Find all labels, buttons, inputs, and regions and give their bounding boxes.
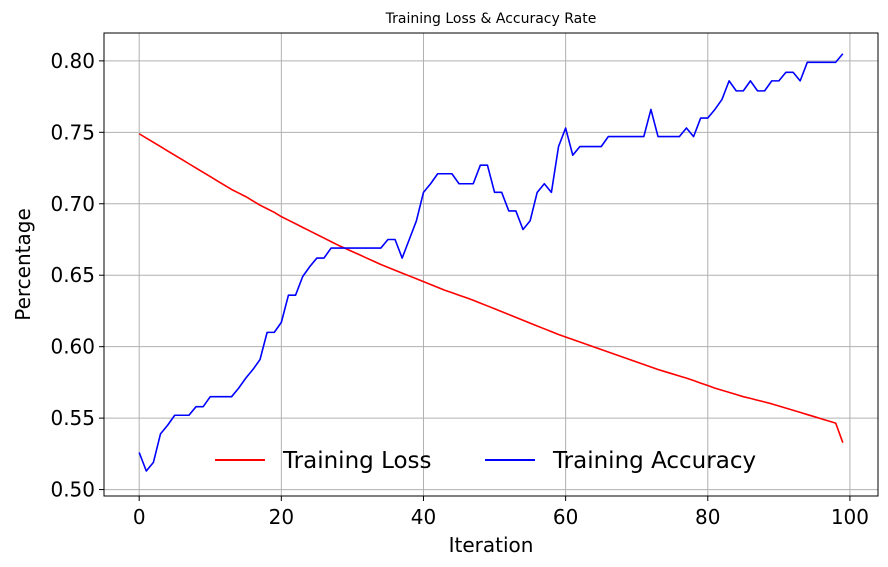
y-tick-label: 0.80 — [50, 49, 95, 73]
series-line-training-accuracy — [138, 53, 844, 472]
x-tick-label: 0 — [133, 505, 146, 529]
x-tick-label: 20 — [269, 505, 294, 529]
y-tick-label: 0.55 — [50, 406, 95, 430]
legend-label: Training Loss — [282, 448, 432, 474]
series-line-training-loss — [138, 133, 844, 443]
legend: Training Loss Training Accuracy — [215, 448, 756, 474]
y-axis: 0.50 0.55 0.60 0.65 0.70 0.75 0.80 — [50, 49, 104, 502]
y-tick-label: 0.75 — [50, 120, 95, 144]
x-tick-label: 80 — [695, 505, 720, 529]
y-axis-label: Percentage — [11, 208, 35, 321]
x-axis-label: Iteration — [449, 533, 534, 557]
chart-title: Training Loss & Accuracy Rate — [385, 11, 597, 27]
y-tick-label: 0.60 — [50, 335, 95, 359]
x-tick-label: 60 — [553, 505, 578, 529]
series-group — [138, 53, 844, 472]
x-axis: 0 20 40 60 80 100 — [133, 496, 869, 529]
y-tick-label: 0.50 — [50, 478, 95, 502]
x-tick-label: 40 — [411, 505, 436, 529]
grid — [104, 33, 878, 496]
y-tick-label: 0.70 — [50, 192, 95, 216]
y-tick-label: 0.65 — [50, 263, 95, 287]
legend-label: Training Accuracy — [552, 448, 756, 474]
x-tick-label: 100 — [831, 505, 869, 529]
plot-frame — [103, 32, 879, 497]
